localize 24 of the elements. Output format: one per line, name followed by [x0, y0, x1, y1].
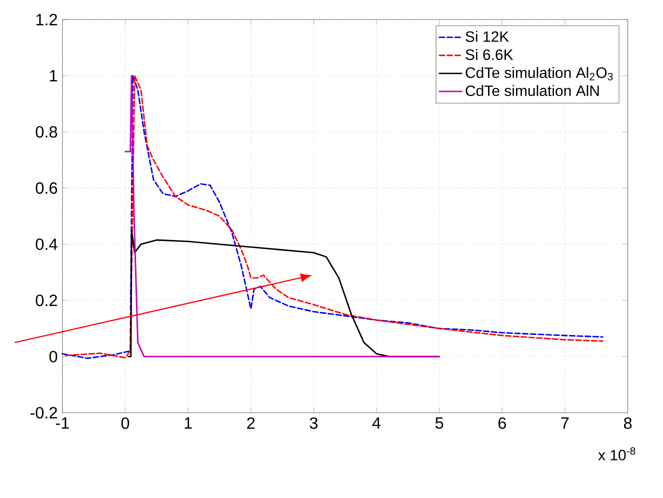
- y-tick-label: 1: [50, 70, 58, 82]
- y-tick-label: 0.4: [36, 238, 58, 250]
- x-tick-label: 3: [310, 417, 318, 429]
- y-tick-label: 1.2: [36, 14, 57, 26]
- legend-label: CdTe simulation Al$_{2}$O$_{3}$: [466, 67, 613, 80]
- x-tick-label: 8: [624, 417, 632, 429]
- x-tick-label: 2: [247, 417, 255, 429]
- legend-label: Si 6.6K: [466, 49, 514, 60]
- y-tick-label: 0.8: [36, 126, 58, 138]
- x-tick-label: 6: [498, 417, 506, 429]
- text: x 10$^{-8}$: [598, 447, 636, 460]
- y-tick-label: -0.2: [30, 407, 57, 419]
- x-tick-label: 7: [561, 417, 569, 429]
- legend-label: Si 12K: [466, 31, 509, 42]
- y-tick-label: 0.6: [36, 182, 58, 194]
- line-series: [124, 75, 440, 358]
- x-tick-label: 1: [184, 417, 192, 429]
- x-tick-label: 5: [435, 417, 444, 429]
- x-tick-label: 0: [121, 417, 130, 429]
- x-tick-label: -1: [56, 417, 69, 429]
- x-tick-label: 4: [372, 417, 381, 429]
- legend-label: CdTe simulation AlN: [466, 85, 599, 96]
- y-tick-label: 0.2: [36, 294, 57, 306]
- y-tick-label: 0: [49, 350, 58, 362]
